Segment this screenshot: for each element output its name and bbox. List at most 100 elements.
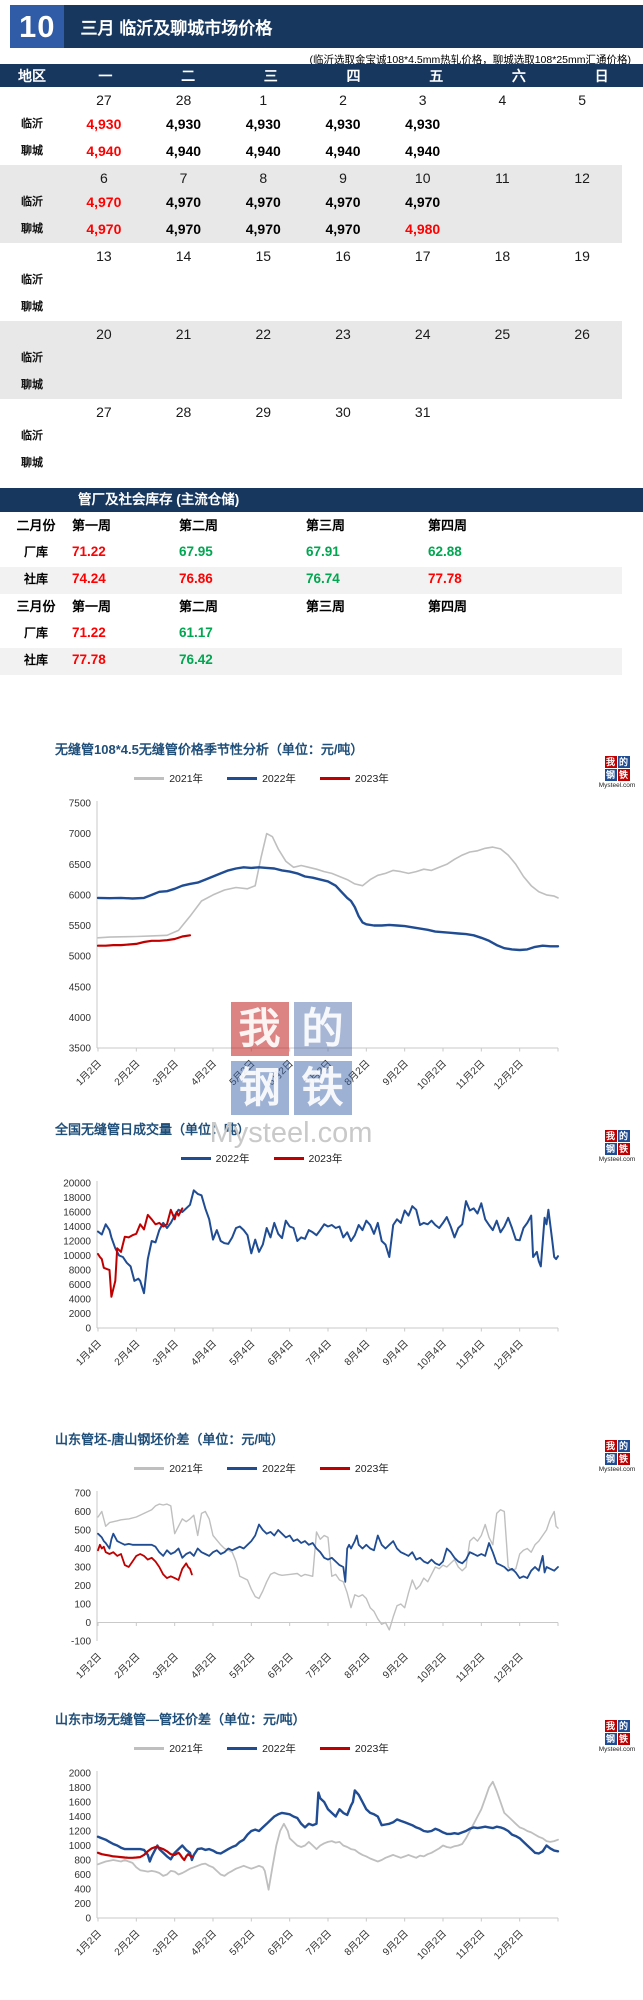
- legend-line-swatch: [227, 1466, 258, 1470]
- mysteel-logo-char: 钢: [604, 1453, 617, 1465]
- svg-text:200: 200: [74, 1899, 91, 1910]
- inventory-month-header-row: 三月份 第一周 第二周 第三周 第四周: [0, 594, 622, 621]
- legend-label: 2023年: [354, 1462, 389, 1475]
- calendar-column-header: 六: [511, 67, 526, 84]
- svg-text:11月2日: 11月2日: [454, 1928, 488, 1962]
- legend-line-swatch: [227, 776, 258, 780]
- svg-text:5月4日: 5月4日: [227, 1338, 257, 1368]
- inventory-row-label: 厂库: [23, 625, 48, 640]
- calendar-date-cell: 8: [259, 170, 268, 186]
- svg-text:-100: -100: [71, 1637, 91, 1648]
- calendar-date-cell: 22: [255, 326, 272, 342]
- svg-text:700: 700: [74, 1489, 91, 1500]
- calendar-corner-cell: [0, 399, 64, 423]
- price-cell: [542, 216, 622, 243]
- price-cell: [463, 267, 543, 294]
- svg-text:6000: 6000: [69, 1280, 92, 1291]
- price-cell: [303, 423, 383, 450]
- mysteel-logo: 我的钢铁 Mysteel.com: [594, 756, 640, 789]
- svg-text:12月2日: 12月2日: [491, 1058, 525, 1092]
- legend-line-swatch: [134, 1466, 165, 1470]
- chart-plot: 700 600 500 400 300 200 100 0 -100 1月2日 2月2日 3月2日 4月…: [71, 1489, 559, 1685]
- inventory-value-cell: 76.86: [179, 570, 213, 586]
- series-2023年: [97, 1207, 184, 1298]
- svg-text:5月2日: 5月2日: [227, 1928, 257, 1958]
- calendar-column-header: 地区: [18, 67, 46, 84]
- inventory-month-label: 三月份: [16, 599, 56, 614]
- svg-text:10月2日: 10月2日: [415, 1651, 449, 1685]
- calendar-date-cell: 27: [96, 92, 112, 108]
- svg-text:6月2日: 6月2日: [265, 1651, 295, 1681]
- price-cell: [223, 450, 303, 477]
- svg-text:18000: 18000: [63, 1193, 91, 1204]
- price-cell: [223, 294, 303, 321]
- page-header-bar: 10 三月 临沂及聊城市场价格: [10, 5, 643, 48]
- calendar-date-cell: 1: [259, 92, 268, 108]
- svg-text:100: 100: [74, 1600, 91, 1611]
- price-cell: [144, 345, 224, 372]
- svg-text:800: 800: [74, 1856, 91, 1867]
- svg-text:9月2日: 9月2日: [380, 1928, 410, 1958]
- mysteel-logo-char: 钢: [604, 1143, 617, 1155]
- calendar-column-header: 三: [263, 67, 278, 84]
- inventory-value-cell: 61.17: [179, 624, 213, 640]
- price-cell: [463, 423, 543, 450]
- price-cell: [223, 267, 303, 294]
- legend-label: 2023年: [308, 1152, 343, 1165]
- mysteel-logo: 我的钢铁 Mysteel.com: [594, 1440, 640, 1473]
- series-2023年: [96, 1845, 193, 1862]
- inventory-value-cell: 77.78: [72, 651, 106, 667]
- price-cell: [463, 189, 543, 216]
- mysteel-logo-grid: 我的钢铁: [594, 1440, 640, 1465]
- legend-label: 2022年: [262, 772, 296, 785]
- svg-text:7500: 7500: [69, 799, 92, 810]
- price-cell: [542, 189, 622, 216]
- price-cell: [542, 111, 622, 138]
- svg-text:2000: 2000: [69, 1309, 92, 1320]
- price-cell: [383, 294, 463, 321]
- calendar-date-cell: 3: [418, 92, 427, 108]
- inventory-value-cell: 62.88: [428, 543, 462, 559]
- price-cell: [223, 423, 303, 450]
- mysteel-logo-char: 铁: [617, 1143, 630, 1155]
- svg-text:1月2日: 1月2日: [74, 1058, 104, 1088]
- chart-title: 无缝管108*4.5无缝管价格季节性分析（单位：元/吨）: [55, 742, 364, 757]
- svg-text:6500: 6500: [69, 860, 92, 871]
- svg-text:2月2日: 2月2日: [112, 1651, 142, 1681]
- chart-title: 山东管坯-唐山钢坯价差（单位：元/吨）: [55, 1432, 284, 1447]
- svg-text:20000: 20000: [63, 1179, 91, 1190]
- calendar-date-cell: 24: [414, 326, 431, 342]
- price-cell: [303, 450, 383, 477]
- svg-text:4000: 4000: [69, 1013, 92, 1024]
- mysteel-logo-char: 的: [617, 1130, 630, 1142]
- mysteel-logo-text: Mysteel.com: [598, 1156, 636, 1163]
- svg-text:11月2日: 11月2日: [454, 1651, 488, 1685]
- svg-text:10000: 10000: [63, 1251, 91, 1262]
- calendar-region-label: 临沂: [21, 118, 43, 130]
- chart-plot: 2000018000160001400012000100008000600040…: [63, 1179, 559, 1372]
- mysteel-logo-char: 的: [617, 1440, 630, 1452]
- inventory-value-cell: 71.22: [72, 624, 106, 640]
- price-cell: [463, 138, 543, 165]
- price-cell: [542, 423, 622, 450]
- legend-line-swatch: [319, 1466, 350, 1470]
- calendar-date-cell: 29: [255, 404, 272, 420]
- calendar-week-block: 20 21 22 23 24 25 26 临沂 聊城: [0, 321, 622, 399]
- price-cell: [463, 372, 543, 399]
- calendar-date-cell: 5: [578, 92, 587, 108]
- price-cell: [542, 345, 622, 372]
- mysteel-logo-grid: 我的钢铁: [594, 1720, 640, 1745]
- svg-text:1800: 1800: [69, 1783, 92, 1794]
- svg-text:600: 600: [74, 1870, 91, 1881]
- inventory-week-header: 第二周: [179, 518, 219, 533]
- calendar-date-cell: 21: [175, 326, 192, 342]
- legend-line-swatch: [134, 776, 165, 780]
- mysteel-logo-char: 的: [617, 1720, 630, 1732]
- svg-text:7月2日: 7月2日: [304, 1651, 334, 1681]
- svg-text:200: 200: [74, 1581, 91, 1592]
- svg-text:7000: 7000: [69, 829, 92, 840]
- svg-text:11月2日: 11月2日: [454, 1058, 488, 1092]
- series-2022年: [96, 866, 560, 952]
- series-2023年: [97, 1543, 193, 1581]
- svg-text:3月2日: 3月2日: [150, 1928, 180, 1958]
